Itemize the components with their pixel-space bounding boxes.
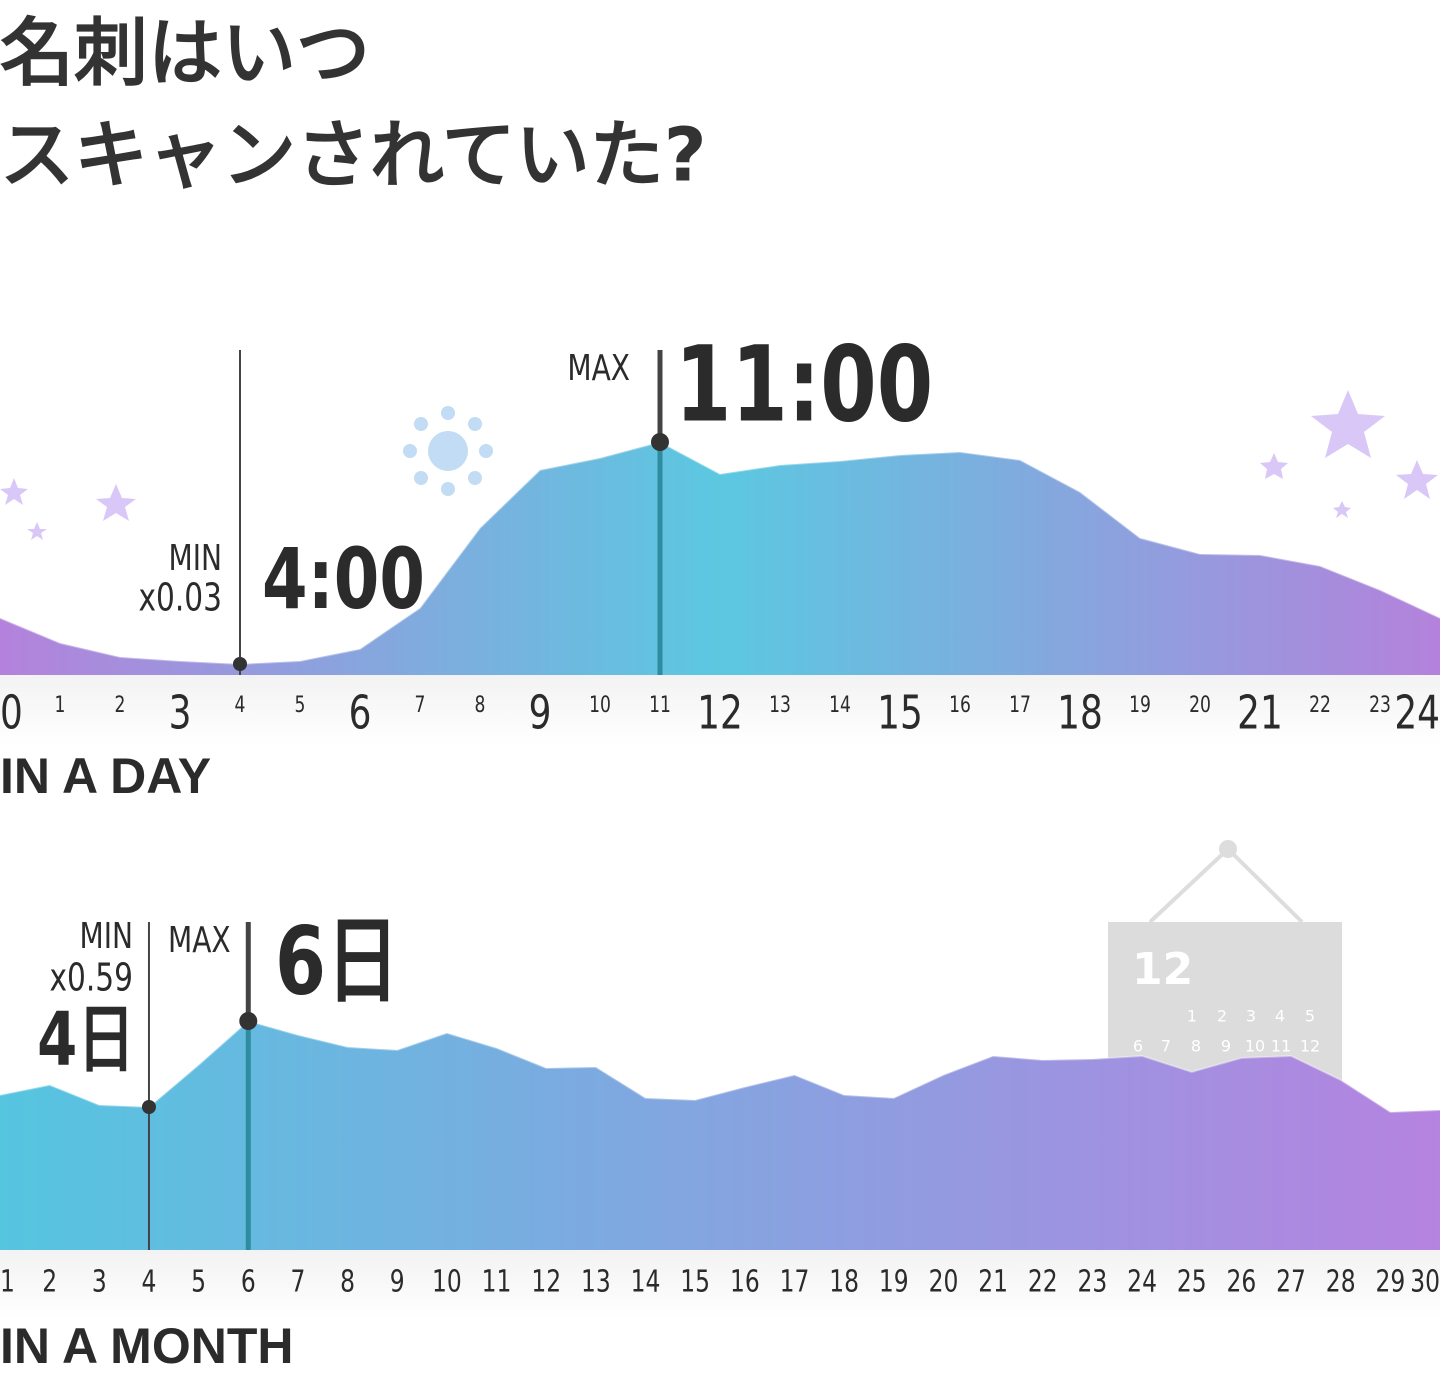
x-tick-label: 27 bbox=[1276, 1265, 1306, 1300]
annotation-ratio: x0.03 bbox=[138, 576, 222, 621]
axis-band bbox=[0, 1250, 1440, 1320]
annotation-label: MAX bbox=[567, 347, 630, 389]
x-tick-label: 15 bbox=[680, 1265, 710, 1300]
calendar-month: 12 bbox=[1132, 944, 1193, 995]
x-tick-label: 16 bbox=[730, 1265, 760, 1300]
x-tick-label: 10 bbox=[432, 1265, 462, 1300]
x-tick-label: 28 bbox=[1326, 1265, 1356, 1300]
x-tick-label: 10 bbox=[589, 692, 611, 718]
x-tick-label: 29 bbox=[1375, 1265, 1405, 1300]
x-tick-label: 2 bbox=[115, 692, 126, 718]
x-tick-label: 0 bbox=[0, 686, 23, 740]
calendar-day: 2 bbox=[1217, 1007, 1227, 1026]
x-tick-label: 17 bbox=[1009, 692, 1031, 718]
calendar-day: 11 bbox=[1271, 1037, 1291, 1056]
calendar-day: 10 bbox=[1245, 1037, 1265, 1056]
annotation-value: 11:00 bbox=[675, 323, 933, 445]
x-tick-label: 16 bbox=[949, 692, 971, 718]
x-tick-label: 2 bbox=[42, 1265, 57, 1300]
x-tick-label: 13 bbox=[581, 1265, 611, 1300]
x-tick-label: 26 bbox=[1226, 1265, 1256, 1300]
annotation-label: MAX bbox=[168, 919, 231, 961]
area-line bbox=[0, 1019, 1440, 1114]
annotation-value: 6日 bbox=[275, 907, 399, 1016]
calendar-day: 1 bbox=[1187, 1007, 1197, 1026]
x-tick-label: 7 bbox=[290, 1265, 305, 1300]
x-tick-label: 3 bbox=[169, 686, 192, 740]
x-tick-label: 14 bbox=[631, 1265, 661, 1300]
calendar-day: 7 bbox=[1161, 1037, 1171, 1056]
x-tick-label: 8 bbox=[340, 1265, 355, 1300]
calendar-day: 8 bbox=[1191, 1037, 1201, 1056]
x-tick-label: 19 bbox=[879, 1265, 909, 1300]
annotation-value: 4日 bbox=[37, 996, 135, 1083]
calendar-day: 12 bbox=[1300, 1037, 1320, 1056]
x-tick-label: 20 bbox=[1189, 692, 1211, 718]
marker-dot bbox=[239, 1012, 258, 1030]
x-tick-label: 13 bbox=[769, 692, 791, 718]
x-tick-label: 23 bbox=[1078, 1265, 1108, 1300]
calendar-day: 9 bbox=[1221, 1037, 1231, 1056]
x-tick-label: 25 bbox=[1177, 1265, 1207, 1300]
x-tick-label: 11 bbox=[649, 692, 671, 718]
marker-dot bbox=[141, 1100, 156, 1114]
x-tick-label: 9 bbox=[390, 1265, 405, 1300]
x-tick-label: 14 bbox=[829, 692, 851, 718]
x-tick-label: 6 bbox=[349, 686, 372, 740]
annotation-label: MIN bbox=[80, 915, 133, 957]
x-tick-label: 23 bbox=[1369, 692, 1391, 718]
x-tick-label: 24 bbox=[1394, 686, 1440, 740]
x-tick-label: 4 bbox=[142, 1265, 157, 1300]
marker-dot bbox=[233, 657, 247, 671]
annotation-value: 4:00 bbox=[262, 530, 425, 628]
x-tick-label: 5 bbox=[295, 692, 306, 718]
title-line: スキャンされていた? bbox=[0, 113, 707, 199]
x-tick-label: 24 bbox=[1127, 1265, 1157, 1300]
calendar-day: 4 bbox=[1275, 1007, 1285, 1026]
x-tick-label: 21 bbox=[1237, 686, 1283, 740]
title-line: 名刺はいつ bbox=[0, 11, 370, 97]
annotation-ratio: x0.59 bbox=[49, 956, 133, 1001]
chart-title: IN A DAY bbox=[0, 748, 211, 804]
chart-title: IN A MONTH bbox=[0, 1318, 293, 1374]
marker-dot bbox=[651, 433, 669, 451]
calendar-day: 3 bbox=[1246, 1007, 1256, 1026]
x-tick-label: 7 bbox=[415, 692, 426, 718]
x-tick-label: 9 bbox=[529, 686, 552, 740]
x-tick-label: 20 bbox=[929, 1265, 959, 1300]
x-tick-label: 12 bbox=[697, 686, 743, 740]
x-tick-label: 15 bbox=[877, 686, 923, 740]
x-tick-label: 4 bbox=[235, 692, 246, 718]
x-tick-label: 6 bbox=[241, 1265, 256, 1300]
x-tick-label: 18 bbox=[829, 1265, 859, 1300]
x-tick-label: 12 bbox=[531, 1265, 561, 1300]
x-tick-label: 17 bbox=[780, 1265, 810, 1300]
x-tick-label: 8 bbox=[475, 692, 486, 718]
area-fill bbox=[0, 442, 1440, 675]
x-tick-label: 21 bbox=[978, 1265, 1008, 1300]
x-tick-label: 11 bbox=[482, 1265, 512, 1300]
x-tick-label: 1 bbox=[55, 692, 66, 718]
x-tick-label: 18 bbox=[1057, 686, 1103, 740]
calendar-day: 5 bbox=[1305, 1007, 1315, 1026]
calendar-day: 6 bbox=[1133, 1037, 1143, 1056]
axis-band bbox=[0, 675, 1440, 745]
x-tick-label: 22 bbox=[1028, 1265, 1058, 1300]
area-fill bbox=[0, 1021, 1440, 1250]
x-tick-label: 22 bbox=[1309, 692, 1331, 718]
x-tick-label: 5 bbox=[191, 1265, 206, 1300]
x-tick-label: 1 bbox=[0, 1265, 15, 1300]
x-tick-label: 3 bbox=[92, 1265, 107, 1300]
annotation-label: MIN bbox=[169, 537, 222, 579]
x-tick-label: 30 bbox=[1410, 1265, 1440, 1300]
x-tick-label: 19 bbox=[1129, 692, 1151, 718]
